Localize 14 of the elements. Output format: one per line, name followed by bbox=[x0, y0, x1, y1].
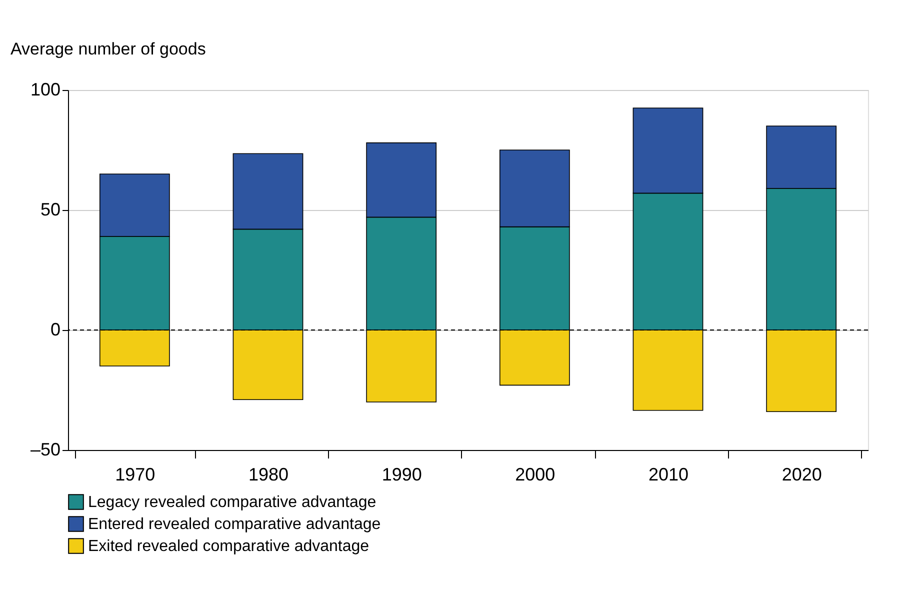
x-tick-label: 1990 bbox=[382, 464, 422, 484]
legend-label: Entered revealed comparative advantage bbox=[88, 516, 381, 533]
legend-label: Exited revealed comparative advantage bbox=[88, 538, 370, 555]
y-tick-label: 50 bbox=[40, 200, 60, 220]
x-tick-label: 1970 bbox=[115, 464, 156, 484]
x-tick-label: 2020 bbox=[782, 464, 822, 484]
x-tick-label: 2000 bbox=[515, 464, 556, 484]
y-tick-label: 0 bbox=[50, 320, 60, 340]
y-tick-label: –50 bbox=[30, 440, 60, 460]
y-tick-label: 100 bbox=[30, 80, 60, 100]
legend-label: Legacy revealed comparative advantage bbox=[88, 494, 376, 511]
y-axis-title: Average number of goods bbox=[10, 40, 206, 58]
x-tick-label: 1980 bbox=[248, 464, 289, 484]
x-tick-label: 2010 bbox=[648, 464, 689, 484]
